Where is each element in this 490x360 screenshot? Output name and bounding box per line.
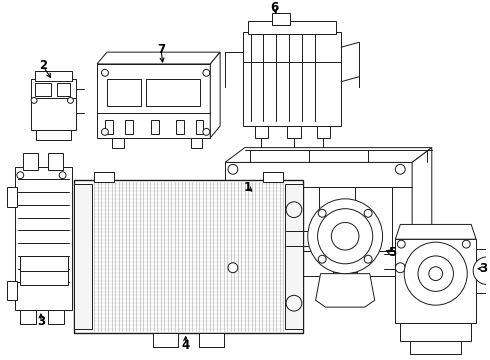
Bar — [287, 126, 301, 138]
Circle shape — [418, 256, 453, 291]
Bar — [124, 120, 132, 134]
Circle shape — [364, 209, 372, 217]
Circle shape — [203, 129, 210, 135]
Bar — [7, 187, 17, 207]
Polygon shape — [112, 138, 123, 148]
Circle shape — [404, 242, 467, 305]
Bar — [410, 341, 461, 354]
Polygon shape — [225, 148, 432, 162]
Circle shape — [68, 98, 74, 103]
Bar — [97, 64, 210, 138]
Circle shape — [397, 240, 405, 248]
Bar — [400, 323, 471, 341]
Circle shape — [395, 263, 405, 273]
Circle shape — [364, 255, 372, 263]
Bar — [243, 32, 341, 126]
Circle shape — [473, 257, 490, 284]
Bar — [147, 79, 200, 106]
Circle shape — [228, 165, 238, 174]
Bar — [285, 184, 303, 329]
Circle shape — [429, 267, 442, 280]
Bar — [48, 310, 64, 324]
Bar — [20, 310, 36, 324]
Bar — [57, 83, 71, 96]
Bar — [225, 162, 412, 276]
Circle shape — [318, 209, 326, 217]
Polygon shape — [412, 148, 432, 276]
Bar — [48, 153, 63, 170]
Bar — [395, 239, 476, 323]
Polygon shape — [210, 52, 220, 138]
Circle shape — [203, 69, 210, 76]
Circle shape — [101, 129, 108, 135]
Bar — [94, 172, 114, 182]
Bar — [199, 333, 224, 347]
Text: 1: 1 — [244, 180, 252, 194]
Text: 7: 7 — [157, 43, 165, 56]
Bar — [36, 130, 72, 140]
Polygon shape — [97, 52, 220, 64]
Bar — [176, 120, 184, 134]
Bar — [74, 184, 92, 329]
Bar — [272, 13, 290, 24]
Circle shape — [286, 295, 302, 311]
Circle shape — [318, 209, 373, 264]
Polygon shape — [395, 224, 476, 239]
Circle shape — [101, 69, 108, 76]
Bar — [35, 83, 51, 96]
Bar — [31, 79, 76, 130]
Bar — [105, 120, 113, 134]
Text: 2: 2 — [39, 59, 47, 72]
Circle shape — [462, 240, 470, 248]
Bar — [35, 71, 73, 81]
Bar — [151, 120, 159, 134]
Polygon shape — [316, 274, 375, 307]
Bar — [20, 256, 68, 285]
Circle shape — [286, 202, 302, 217]
Circle shape — [17, 172, 24, 179]
Bar — [255, 126, 269, 138]
Text: 4: 4 — [181, 339, 190, 352]
Bar — [333, 272, 357, 283]
Bar — [23, 153, 38, 170]
Circle shape — [31, 98, 37, 103]
Bar — [153, 333, 178, 347]
Circle shape — [331, 222, 359, 250]
Bar — [196, 120, 203, 134]
Bar — [476, 249, 490, 293]
Circle shape — [308, 199, 383, 274]
Bar — [247, 21, 336, 35]
Bar — [317, 126, 330, 138]
Bar — [15, 167, 73, 310]
Circle shape — [318, 255, 326, 263]
Bar — [264, 172, 283, 182]
Polygon shape — [191, 138, 202, 148]
Circle shape — [228, 263, 238, 273]
Text: 3: 3 — [479, 262, 487, 275]
Text: 6: 6 — [270, 1, 278, 14]
Circle shape — [395, 165, 405, 174]
Bar — [7, 280, 17, 300]
Bar — [107, 79, 141, 106]
Bar — [74, 180, 303, 333]
Circle shape — [59, 172, 66, 179]
Text: 5: 5 — [388, 247, 396, 260]
Text: 3: 3 — [37, 315, 45, 328]
